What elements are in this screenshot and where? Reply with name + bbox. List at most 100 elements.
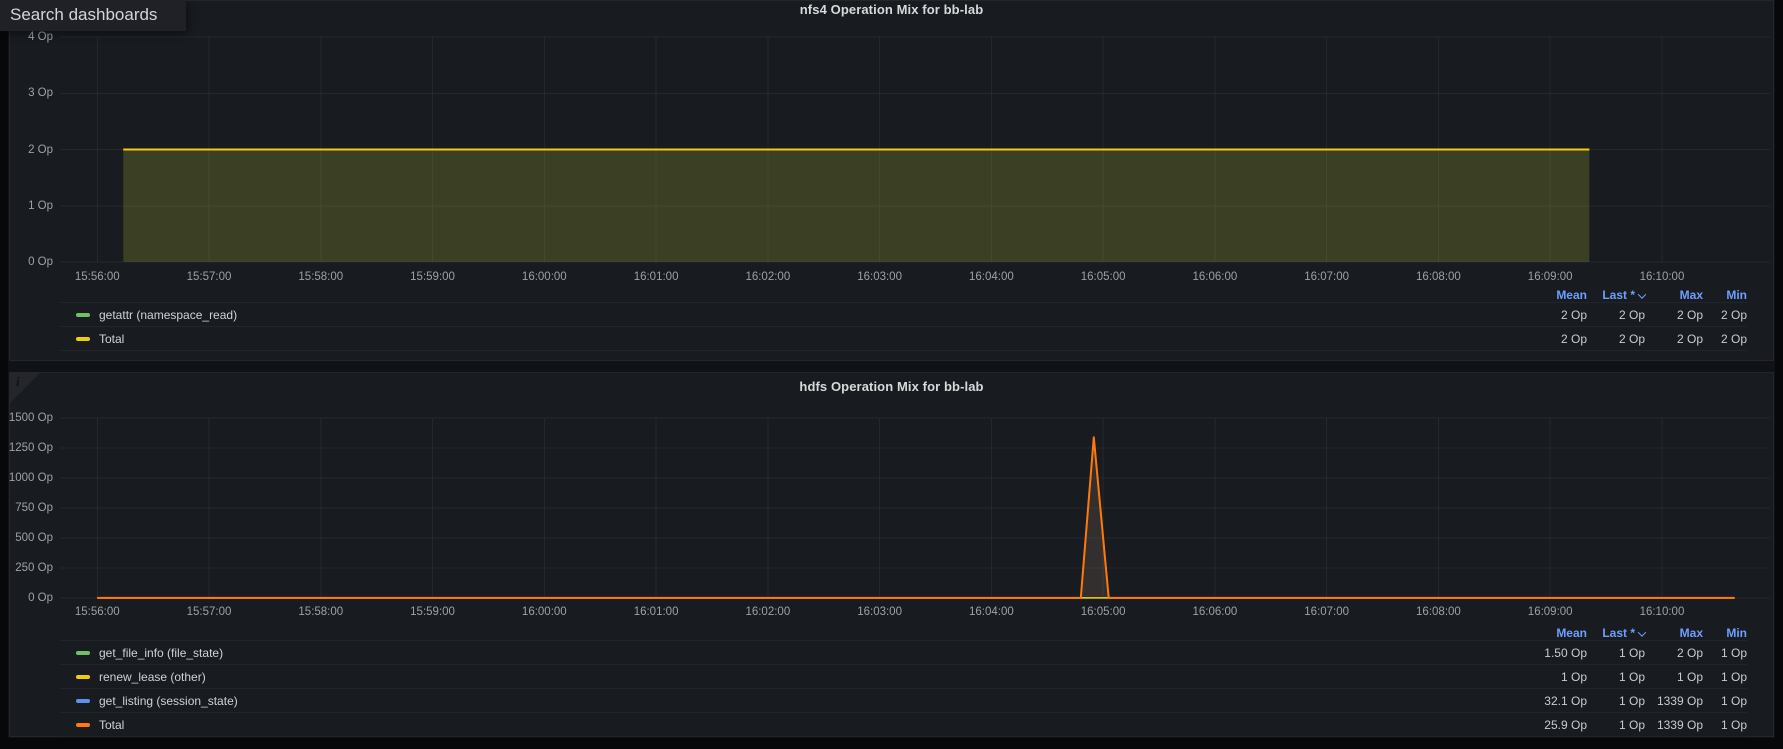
legend-stat-mean: 1 Op [1560,669,1587,684]
x-axis-tick: 16:04:00 [968,606,1014,618]
y-axis-tick: 250 Op [15,562,53,574]
series-area [123,149,1590,262]
y-axis-tick: 1 Op [28,199,53,212]
series-area [123,149,1590,262]
legend-sort-max[interactable]: Max [1679,287,1703,302]
search-dashboards-input[interactable]: Search dashboards [0,0,186,31]
x-axis-tick: 16:06:00 [1192,271,1238,283]
legend-series-name: get_listing (session_state) [99,693,238,708]
legend-header: Mean Last * Max Min [60,625,1747,640]
legend: Mean Last * Max Min get_file_info (file_stat… [60,625,1747,737]
x-axis-tick: 16:08:00 [1416,606,1461,618]
legend-row: Total 2 Op 2 Op 2 Op 2 Op [60,326,1747,350]
panel-info-corner[interactable]: i [10,373,40,403]
y-axis-tick: 500 Op [15,532,53,544]
x-axis-tick: 16:05:00 [1080,271,1126,283]
legend-header: Mean Last * Max Min [60,287,1747,302]
legend-divider [60,736,1747,737]
series-area [97,437,1735,598]
y-axis-tick: 1000 Op [8,472,53,484]
legend: Mean Last * Max Min getattr (namespace_read)… [60,287,1747,351]
x-axis-tick: 15:58:00 [298,271,344,283]
panel-hdfs-operation-mix: i hdfs Operation Mix for bb-lab 0 Op 250 … [9,372,1774,737]
legend-series-name: renew_lease (other) [99,669,206,684]
x-axis-tick: 15:56:00 [74,606,120,618]
info-icon: i [16,374,20,389]
x-axis-tick: 15:59:00 [410,271,455,283]
legend-stat-last: 1 Op [1618,645,1645,660]
legend-series-toggle[interactable]: get_file_info (file_state) [60,646,1507,660]
y-axis-tick: 1500 Op [8,412,53,424]
dashboard: nfs4 Operation Mix for bb-lab 0 Op 1 Op 2 … [8,0,1775,738]
legend-series-toggle[interactable]: renew_lease (other) [60,670,1507,684]
legend-stat-max: 1339 Op [1656,693,1703,708]
legend-divider [60,350,1747,351]
legend-stat-max: 1 Op [1676,669,1703,684]
legend-sort-mean[interactable]: Mean [1556,287,1587,302]
x-axis-tick: 16:00:00 [521,606,567,618]
x-axis-tick: 16:10:00 [1639,271,1685,283]
legend-stat-max: 2 Op [1676,331,1703,346]
legend-stat-last: 1 Op [1618,693,1645,708]
legend-stat-min: 2 Op [1720,331,1747,346]
x-axis-tick: 16:05:00 [1080,606,1126,618]
x-axis-tick: 16:09:00 [1527,271,1573,283]
x-axis-tick: 16:07:00 [1304,606,1350,618]
legend-stat-last: 1 Op [1618,717,1645,732]
legend-swatch-icon [76,312,90,317]
legend-stat-max: 2 Op [1676,307,1703,322]
x-axis-tick: 16:01:00 [633,606,679,618]
x-axis-tick: 16:09:00 [1527,606,1573,618]
chart-canvas[interactable] [60,36,1770,263]
x-axis-tick: 15:57:00 [186,606,232,618]
x-axis-tick: 16:04:00 [968,271,1014,283]
x-axis: 15:56:00 15:57:00 15:58:00 15:59:00 16:00:00… [60,606,1770,621]
x-axis-tick: 16:03:00 [857,606,902,618]
legend-sort-mean[interactable]: Mean [1556,625,1587,640]
legend-series-toggle[interactable]: get_listing (session_state) [60,694,1507,708]
legend-sort-min[interactable]: Min [1726,625,1747,640]
x-axis-tick: 16:02:00 [745,271,791,283]
x-axis-tick: 16:02:00 [745,606,791,618]
x-axis-tick: 16:01:00 [633,271,679,283]
legend-series-toggle[interactable]: Total [60,718,1507,732]
x-axis-tick: 15:57:00 [186,271,232,283]
x-axis-tick: 16:10:00 [1639,606,1685,618]
legend-stat-mean: 2 Op [1560,331,1587,346]
legend-swatch-icon [76,336,90,341]
x-axis-tick: 15:59:00 [410,606,455,618]
y-axis: 0 Op 1 Op 2 Op 3 Op 4 Op [10,31,53,268]
legend-stat-max: 1339 Op [1656,717,1703,732]
y-axis-tick: 4 Op [28,31,53,43]
legend-sort-min[interactable]: Min [1726,287,1747,302]
x-axis-tick: 16:03:00 [857,271,902,283]
legend-stat-min: 1 Op [1720,717,1747,732]
panel-title[interactable]: nfs4 Operation Mix for bb-lab [799,2,984,17]
x-axis-tick: 15:56:00 [74,271,120,283]
legend-swatch-icon [76,722,90,727]
series-line [97,436,1735,599]
y-axis-tick: 3 Op [28,87,53,100]
x-axis-tick: 16:08:00 [1416,271,1461,283]
legend-stat-last: 2 Op [1618,331,1645,346]
legend-row: get_listing (session_state) 32.1 Op 1 Op 13… [60,688,1747,712]
chart-canvas[interactable] [60,417,1770,599]
x-axis-tick: 16:06:00 [1192,606,1238,618]
legend-sort-last[interactable]: Last * [1587,288,1647,302]
legend-stat-mean: 32.1 Op [1544,693,1587,708]
legend-series-toggle[interactable]: getattr (namespace_read) [60,308,1507,322]
series-area [97,437,1735,598]
legend-stat-mean: 2 Op [1560,307,1587,322]
legend-sort-max[interactable]: Max [1679,625,1703,640]
panel-title[interactable]: hdfs Operation Mix for bb-lab [799,379,984,394]
y-axis: 0 Op 250 Op 500 Op 750 Op 1000 Op 1250 Op 1500… [8,412,53,604]
legend-row: renew_lease (other) 1 Op 1 Op 1 Op 1 Op [60,664,1747,688]
legend-sort-last[interactable]: Last * [1587,626,1647,640]
legend-stat-mean: 25.9 Op [1544,717,1587,732]
y-axis-tick: 0 Op [28,592,53,604]
legend-stat-last: 2 Op [1618,307,1645,322]
y-axis-tick: 2 Op [28,143,53,156]
x-axis-tick: 16:07:00 [1304,271,1350,283]
series-line [97,436,1735,599]
legend-series-toggle[interactable]: Total [60,332,1507,346]
